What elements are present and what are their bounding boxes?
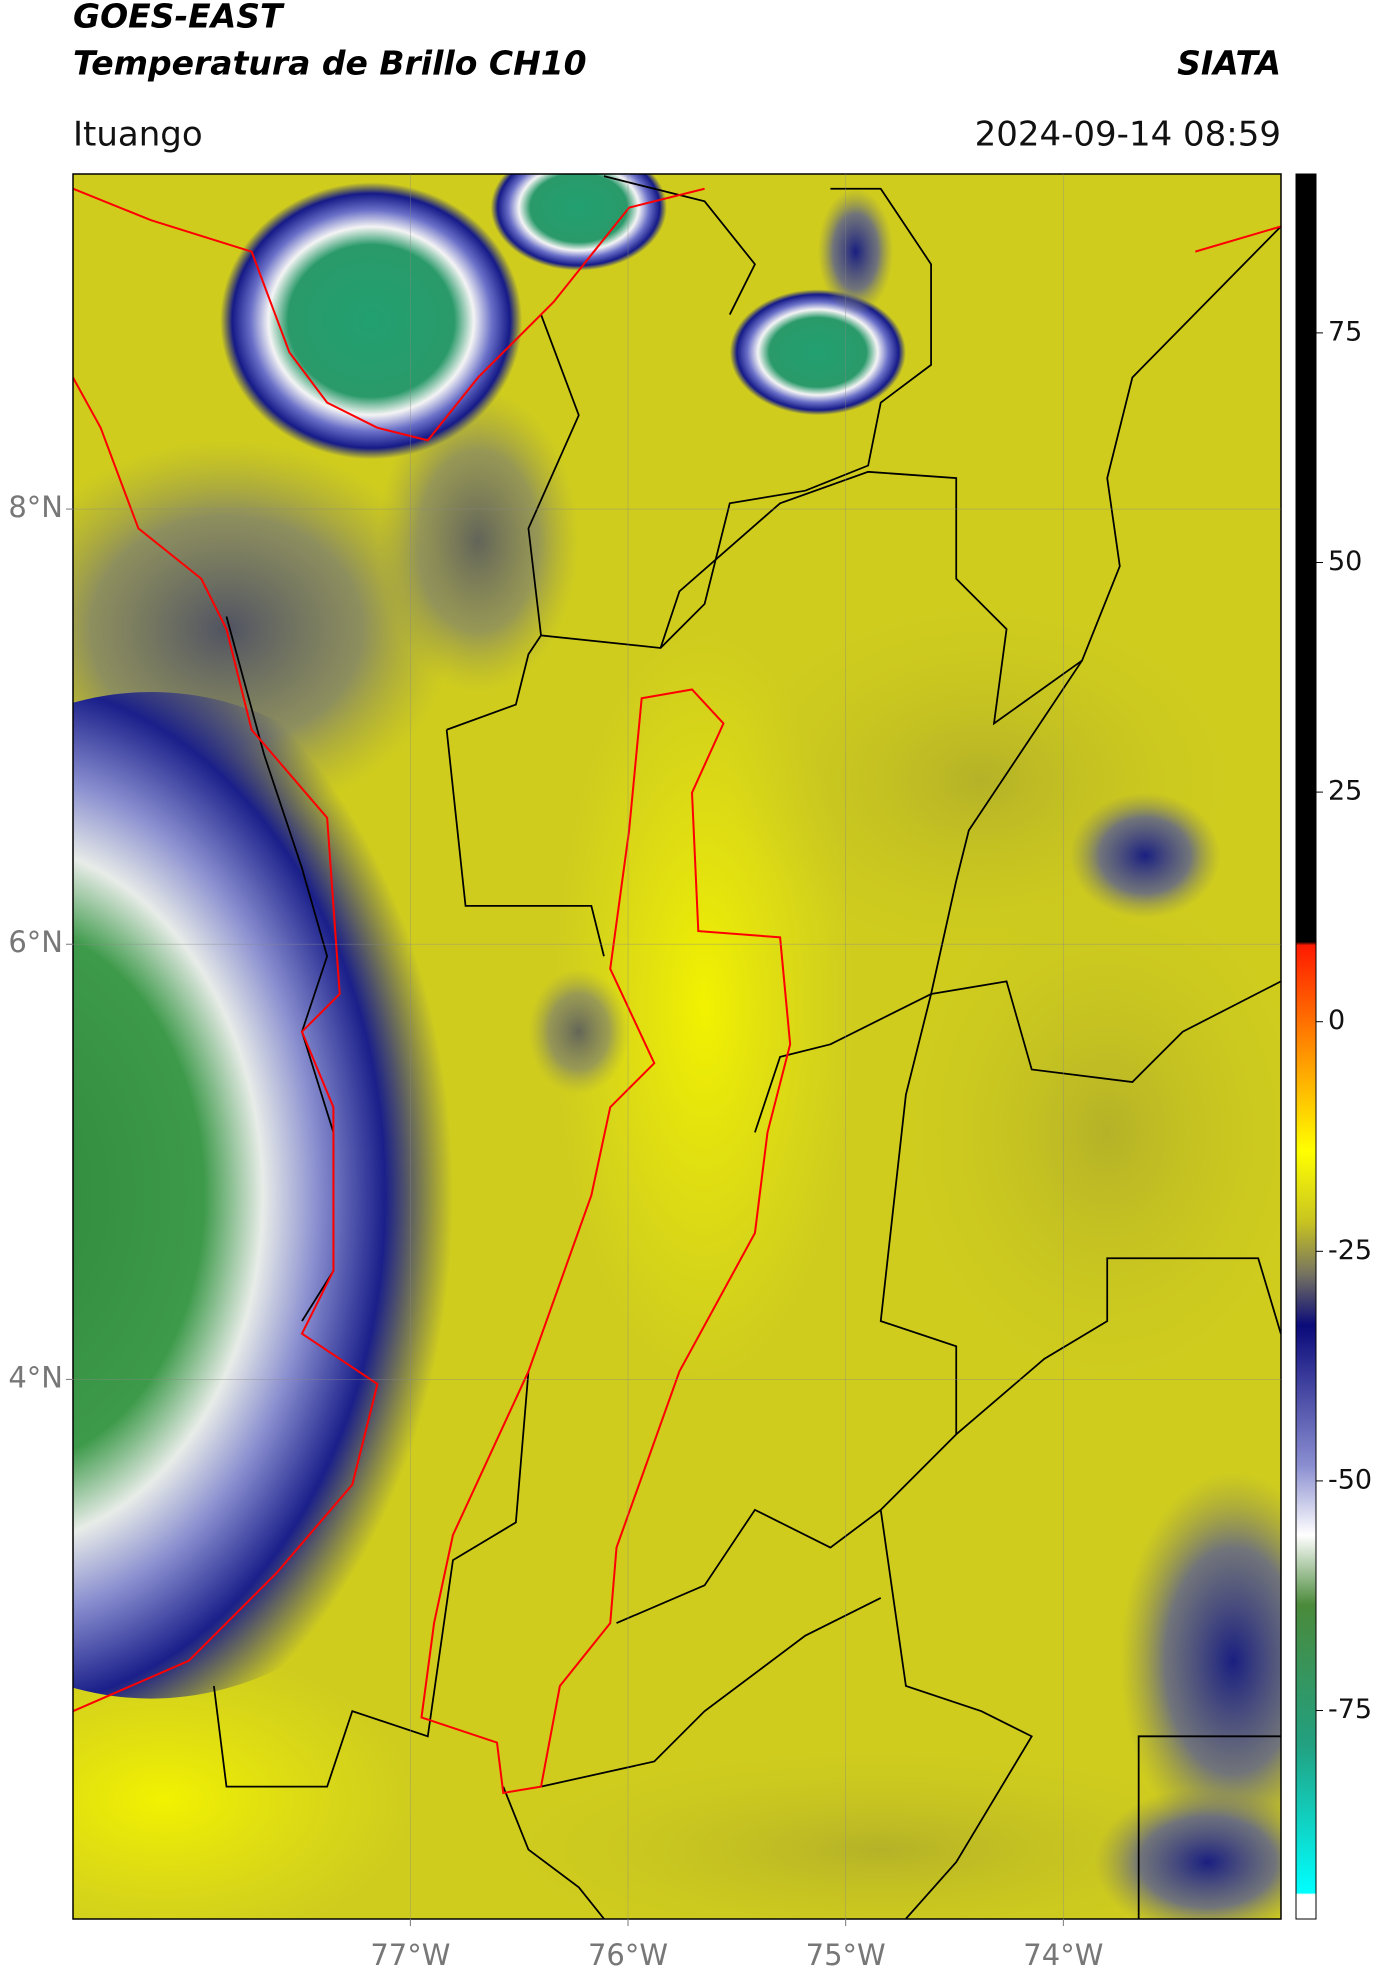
colorbar: [1295, 173, 1317, 1920]
colorbar-tick-label: 25: [1328, 776, 1362, 807]
colorbar-tick-label: 75: [1328, 316, 1362, 347]
y-tick-label: 6°N: [8, 925, 63, 959]
satellite-image: [72, 173, 1281, 1919]
region: Ituango: [73, 115, 203, 155]
organization: SIATA: [1177, 44, 1281, 83]
colorbar-tick-label: -50: [1328, 1464, 1372, 1495]
x-tick-label: 74°W: [1023, 1938, 1103, 1972]
colorbar-tick-label: 0: [1328, 1005, 1345, 1036]
y-tick-label: 4°N: [8, 1360, 63, 1394]
colorbar-tick-label: -25: [1328, 1235, 1372, 1266]
colorbar-tick-label: -75: [1328, 1694, 1372, 1725]
x-tick-label: 77°W: [370, 1938, 450, 1972]
colorbar-tick-label: 50: [1328, 546, 1362, 577]
timestamp: 2024-09-14 08:59: [975, 115, 1281, 155]
product-title: Temperatura de Brillo CH10: [73, 44, 587, 83]
x-tick-label: 76°W: [588, 1938, 668, 1972]
satellite-title: GOES-EAST: [73, 0, 285, 36]
y-tick-label: 8°N: [8, 490, 63, 524]
x-tick-label: 75°W: [806, 1938, 886, 1972]
map-frame: [72, 173, 1282, 1920]
